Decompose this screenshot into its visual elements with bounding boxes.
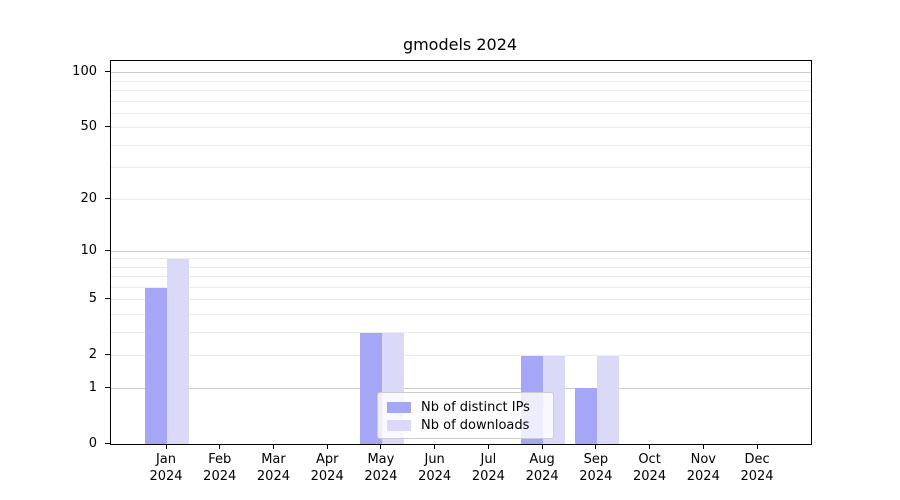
- legend: Nb of distinct IPs Nb of downloads: [377, 392, 554, 439]
- y-tick-mark: [105, 386, 110, 388]
- x-tick-label-apr: Apr 2024: [310, 452, 344, 484]
- y-tick-label: 5: [88, 291, 97, 307]
- y-tick-label: 10: [80, 242, 97, 258]
- gridline-minor: [111, 112, 811, 114]
- gridline-minor: [111, 167, 811, 169]
- y-tick-mark: [105, 442, 110, 444]
- gridline-minor: [111, 80, 811, 82]
- x-tick-label-sep: Sep 2024: [579, 452, 613, 484]
- x-tick-label-may: May 2024: [364, 452, 398, 484]
- x-tick-mark: [272, 444, 274, 449]
- gridline-minor: [111, 198, 811, 200]
- y-tick-mark: [105, 126, 110, 128]
- x-tick-mark: [595, 444, 597, 449]
- legend-item-distinct-ips: Nb of distinct IPs: [387, 399, 544, 415]
- x-tick-label-oct: Oct 2024: [633, 452, 667, 484]
- y-tick-label: 20: [80, 190, 97, 206]
- legend-label-distinct-ips: Nb of distinct IPs: [421, 399, 530, 415]
- gridline-minor: [111, 332, 811, 334]
- gridline-minor: [111, 276, 811, 278]
- gridline-minor: [111, 355, 811, 357]
- gridline-major: [111, 250, 811, 252]
- gridline-minor: [111, 90, 811, 92]
- gridline-major: [111, 387, 811, 389]
- bar-distinct-ips-jan: [145, 287, 167, 444]
- y-tick-mark: [105, 249, 110, 251]
- legend-label-downloads: Nb of downloads: [421, 417, 530, 433]
- chart-title: gmodels 2024: [402, 35, 518, 54]
- bar-distinct-ips-may: [359, 332, 382, 444]
- bar-downloads-jan: [167, 258, 189, 444]
- y-tick-label: 50: [80, 119, 97, 135]
- bar-distinct-ips-sep: [574, 388, 597, 444]
- gridline-minor: [111, 299, 811, 301]
- plot-area: [110, 60, 812, 445]
- x-tick-label-aug: Aug 2024: [525, 452, 559, 484]
- y-tick-mark: [105, 298, 110, 300]
- x-tick-label-feb: Feb 2024: [203, 452, 237, 484]
- x-tick-mark: [219, 444, 221, 449]
- x-tick-mark: [756, 444, 758, 449]
- x-tick-mark: [326, 444, 328, 449]
- x-tick-label-nov: Nov 2024: [686, 452, 720, 484]
- x-tick-label-mar: Mar 2024: [256, 452, 290, 484]
- gridline-minor: [111, 127, 811, 129]
- legend-swatch-distinct-ips: [387, 401, 411, 413]
- gridline-minor: [111, 266, 811, 268]
- y-tick-mark: [105, 354, 110, 356]
- y-tick-label: 100: [72, 64, 97, 80]
- gridline-minor: [111, 144, 811, 146]
- x-tick-mark: [487, 444, 489, 449]
- x-tick-mark: [541, 444, 543, 449]
- x-tick-mark: [702, 444, 704, 449]
- x-tick-mark: [434, 444, 436, 449]
- gridline-minor: [111, 287, 811, 289]
- y-tick-label: 0: [88, 435, 97, 451]
- legend-item-downloads: Nb of downloads: [387, 417, 544, 433]
- y-tick-mark: [105, 197, 110, 199]
- y-tick-label: 1: [88, 379, 97, 395]
- gridline-major: [111, 72, 811, 74]
- y-tick-label: 2: [88, 347, 97, 363]
- x-tick-mark: [165, 444, 167, 449]
- x-tick-mark: [649, 444, 651, 449]
- y-tick-mark: [105, 71, 110, 73]
- bar-downloads-sep: [596, 355, 619, 444]
- legend-swatch-downloads: [387, 419, 411, 431]
- x-tick-label-jun: Jun 2024: [418, 452, 452, 484]
- gridline-minor: [111, 100, 811, 102]
- x-tick-label-jan: Jan 2024: [149, 452, 183, 484]
- x-tick-mark: [380, 444, 382, 449]
- gridline-minor: [111, 258, 811, 260]
- x-tick-label-jul: Jul 2024: [471, 452, 505, 484]
- x-tick-label-dec: Dec 2024: [740, 452, 774, 484]
- gridline-minor: [111, 314, 811, 316]
